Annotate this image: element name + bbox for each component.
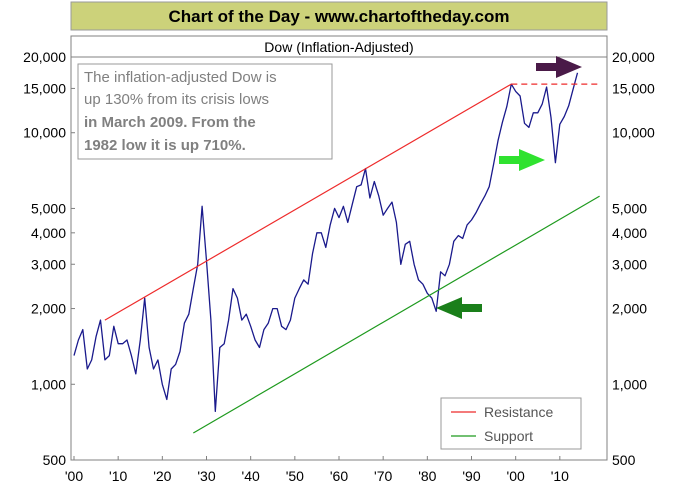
x-tick-label: '20: [153, 468, 171, 484]
legend-label-resistance: Resistance: [484, 404, 553, 420]
x-tick-label: '10: [109, 468, 127, 484]
annotation-line-1: The inflation-adjusted Dow is: [84, 69, 277, 86]
y-tick-label-left: 500: [43, 452, 67, 468]
y-tick-label-right: 2,000: [612, 301, 647, 317]
y-tick-label-left: 15,000: [23, 80, 66, 96]
y-tick-label-right: 20,000: [612, 49, 655, 65]
x-tick-label: '80: [418, 468, 436, 484]
y-tick-label-right: 5,000: [612, 200, 647, 216]
annotation-box: The inflation-adjusted Dow is up 130% fr…: [77, 63, 333, 160]
x-tick-label: '40: [242, 468, 260, 484]
banner-title: Chart of the Day - www.chartoftheday.com: [169, 7, 510, 26]
x-tick-label: '90: [462, 468, 480, 484]
x-tick-label: '70: [374, 468, 392, 484]
y-tick-label-left: 1,000: [31, 376, 66, 392]
annotation-frame: [77, 63, 333, 160]
chart-title: Dow (Inflation-Adjusted): [264, 39, 413, 55]
y-tick-label-left: 4,000: [31, 225, 66, 241]
x-tick-label: '30: [197, 468, 215, 484]
annotation-line-3: in March 2009. From the: [84, 114, 256, 131]
legend-label-support: Support: [484, 428, 533, 444]
legend-frame: [440, 397, 582, 450]
arrow-top-right: [536, 56, 582, 78]
x-tick-label: '00: [65, 468, 83, 484]
annotation-line-2: up 130% from its crisis lows: [84, 91, 269, 108]
annotation-line-4: 1982 low it is up 710%.: [84, 137, 246, 154]
x-tick-label: '10: [551, 468, 569, 484]
resistance-line: [104, 83, 512, 321]
y-tick-label-left: 2,000: [31, 301, 66, 317]
arrow-markers: [436, 56, 582, 319]
y-axis-right: 20,000 15,000 10,000 5,000 4,000 3,000 2,000 1,…: [612, 49, 655, 468]
y-tick-label-right: 3,000: [612, 256, 647, 272]
x-axis: '00 '10 '20 '30 '40 '50 '60 '70 '80 '90 '00 '10: [65, 456, 569, 484]
y-tick-label-right: 15,000: [612, 80, 655, 96]
x-tick-label: '50: [286, 468, 304, 484]
support-line: [192, 195, 600, 434]
y-tick-label-right: 10,000: [612, 125, 655, 141]
x-tick-label: '60: [330, 468, 348, 484]
y-tick-label-left: 10,000: [23, 125, 66, 141]
x-tick-label: '00: [507, 468, 525, 484]
y-tick-label-left: 5,000: [31, 200, 66, 216]
plot-lines: [73, 72, 600, 434]
y-tick-label-left: 20,000: [23, 49, 66, 65]
dow-series-line: [73, 72, 579, 413]
y-tick-label-right: 1,000: [612, 376, 647, 392]
y-tick-label-right: 500: [612, 452, 636, 468]
y-tick-label-left: 3,000: [31, 256, 66, 272]
legend: Resistance Support: [440, 397, 582, 450]
y-tick-label-right: 4,000: [612, 225, 647, 241]
arrow-crisis-low: [499, 149, 545, 171]
arrow-1982-low: [436, 297, 482, 319]
y-axis-left: 20,000 15,000 10,000 5,000 4,000 3,000 2,000 1,…: [23, 49, 75, 468]
banner-background: [70, 1, 608, 31]
